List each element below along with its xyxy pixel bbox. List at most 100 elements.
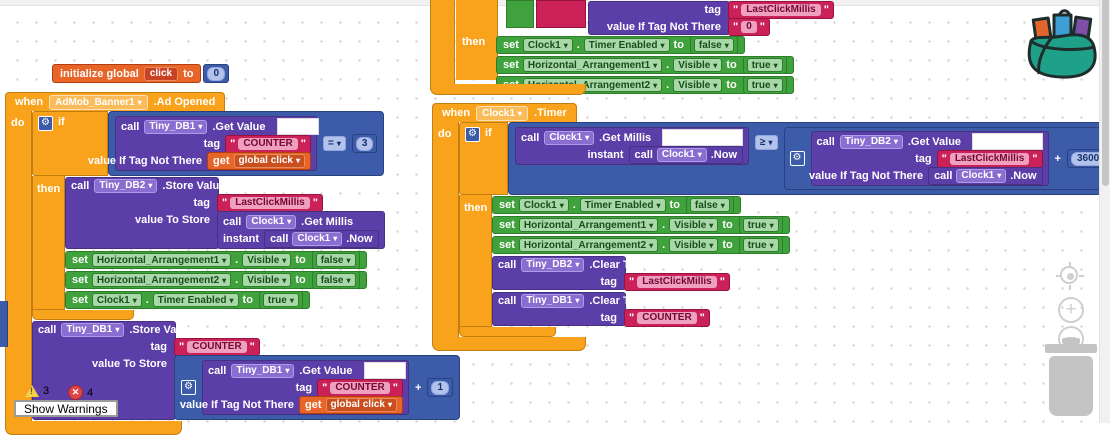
component-dropdown[interactable]: Clock1 xyxy=(246,214,297,229)
error-counter[interactable]: ✕ 4 xyxy=(68,385,93,400)
component-dropdown[interactable]: Clock1 xyxy=(956,168,1007,183)
when-clock1-timer-block[interactable]: when Clock1 .Timer do if call Cl xyxy=(432,103,1112,351)
variable-dropdown[interactable]: global click xyxy=(325,397,397,412)
call-clock1-now-block[interactable]: call Clock1 .Now xyxy=(928,166,1043,185)
call-tinydb1-getvalue-block[interactable]: call Tiny_DB1 .Get Value tag " COUNTER xyxy=(180,360,409,415)
vertical-scrollbar-track[interactable] xyxy=(1099,0,1110,423)
call-clock1-getmillis-block[interactable]: call Clock1 .Get Millis instant call xyxy=(217,211,385,249)
operator-dropdown[interactable]: = xyxy=(323,136,346,151)
text-value[interactable]: 0 xyxy=(741,20,757,33)
show-warnings-button[interactable]: Show Warnings xyxy=(14,400,118,417)
text-value[interactable]: LastClickMillis xyxy=(230,196,310,209)
set-visible-block[interactable]: set Horizontal_Arrangement1 . Visible to… xyxy=(496,56,794,74)
component-dropdown[interactable]: Clock1 xyxy=(292,231,343,246)
empty-socket[interactable] xyxy=(276,118,319,135)
backpack-icon[interactable] xyxy=(1022,4,1104,91)
trash-icon[interactable] xyxy=(1049,356,1093,416)
logic-value[interactable]: true xyxy=(746,78,783,92)
text-value[interactable]: COUNTER xyxy=(238,137,298,150)
call-tinydb1-cleartag-block[interactable]: call Tiny_DB1 .Clear Tag tag " COUNTER " xyxy=(492,292,710,327)
component-dropdown[interactable]: Clock1 xyxy=(656,147,707,162)
mutator-gear-icon[interactable] xyxy=(181,380,196,395)
logic-block[interactable]: true xyxy=(738,236,783,254)
text-value[interactable]: LastClickMillis xyxy=(949,152,1030,165)
event-header[interactable]: when Clock1 .Timer xyxy=(432,103,577,122)
component-dropdown[interactable]: Tiny_DB2 xyxy=(521,257,585,272)
component-dropdown[interactable]: Horizontal_Arrangement2 xyxy=(518,238,659,252)
variable-dropdown[interactable]: global click xyxy=(233,153,305,168)
component-dropdown[interactable]: Clock1 xyxy=(544,130,595,145)
number-value[interactable]: 0 xyxy=(207,66,226,81)
warning-counter[interactable]: 3 xyxy=(25,385,49,397)
mutator-gear-icon[interactable] xyxy=(465,127,480,142)
call-clock1-now-block[interactable]: call Clock1 .Now xyxy=(264,229,379,248)
property-dropdown[interactable]: Visible xyxy=(242,273,292,287)
number-block[interactable]: 0 xyxy=(203,64,230,83)
text-block[interactable]: " COUNTER " xyxy=(225,134,311,153)
mutator-gear-icon[interactable] xyxy=(789,151,805,166)
gte-comparison-block[interactable]: call Clock1 .Get Millis instant call Clo… xyxy=(508,122,1112,195)
component-dropdown[interactable]: Clock1 xyxy=(522,38,573,52)
text-block[interactable]: " COUNTER " xyxy=(174,337,260,356)
component-dropdown[interactable]: Horizontal_Arrangement1 xyxy=(91,253,232,267)
text-value[interactable]: LastClickMillis xyxy=(741,3,821,16)
set-visible-block[interactable]: set Horizontal_Arrangement2 . Visible to… xyxy=(492,236,790,254)
component-dropdown[interactable]: Tiny_DB1 xyxy=(231,363,295,378)
number-value[interactable]: 3 xyxy=(355,136,374,151)
logic-block[interactable]: false xyxy=(685,196,734,214)
call-tinydb1-getvalue-block[interactable]: call Tiny_DB1 .Get Value tag " COUNTER xyxy=(88,116,319,171)
call-tinydb2-storevalue-block[interactable]: call Tiny_DB2 .Store Value tag " LastCli… xyxy=(65,177,385,249)
logic-block[interactable]: true xyxy=(258,291,303,309)
partially-visible-event-block[interactable]: then tag " LastClickMillis " value If Ta… xyxy=(430,0,1030,96)
set-visible-block[interactable]: set Horizontal_Arrangement2 . Visible to… xyxy=(65,271,367,289)
call-tinydb2-cleartag-block[interactable]: call Tiny_DB2 .Clear Tag tag " LastClick… xyxy=(492,256,730,291)
property-dropdown[interactable]: Visible xyxy=(673,58,723,72)
text-value[interactable]: COUNTER xyxy=(187,340,247,353)
component-dropdown[interactable]: Horizontal_Arrangement2 xyxy=(91,273,232,287)
logic-value[interactable]: true xyxy=(742,218,779,232)
event-header[interactable]: when AdMob_Banner1 .Ad Opened xyxy=(5,92,226,111)
vertical-scrollbar-thumb[interactable] xyxy=(1101,0,1109,186)
text-block[interactable]: " LastClickMillis " xyxy=(624,272,730,291)
text-block[interactable]: " 0 " xyxy=(728,17,770,36)
component-dropdown[interactable]: Horizontal_Arrangement1 xyxy=(518,218,659,232)
set-timer-enabled-block[interactable]: set Clock1 . Timer Enabled to false xyxy=(492,196,741,214)
partial-offscreen-block[interactable] xyxy=(0,301,8,347)
component-dropdown[interactable]: Tiny_DB1 xyxy=(61,322,125,337)
partial-text-block[interactable] xyxy=(536,0,586,28)
get-global-click-block[interactable]: get global click xyxy=(207,151,311,170)
text-block[interactable]: " LastClickMillis " xyxy=(217,193,323,212)
property-dropdown[interactable]: Visible xyxy=(242,253,292,267)
component-dropdown[interactable]: Tiny_DB1 xyxy=(521,293,585,308)
when-admob-ad-opened-block[interactable]: when AdMob_Banner1 .Ad Opened do if call xyxy=(5,92,460,435)
zoom-in-button[interactable]: + xyxy=(1058,297,1084,323)
if-block[interactable]: if call Clock1 .Get Millis i xyxy=(459,122,1112,337)
component-dropdown[interactable]: AdMob_Banner1 xyxy=(49,94,148,110)
property-dropdown[interactable]: Visible xyxy=(673,78,723,92)
call-tinydb2-getvalue-block[interactable]: call Tiny_DB2 .Get Value tag " Las xyxy=(809,131,1049,186)
trash-icon[interactable] xyxy=(1062,338,1080,344)
logic-value[interactable]: true xyxy=(262,293,299,307)
equals-comparison-block[interactable]: call Tiny_DB1 .Get Value tag " COUNTER xyxy=(88,111,385,176)
set-timer-enabled-block[interactable]: set Clock1 . Timer Enabled to false xyxy=(496,36,745,54)
logic-value[interactable]: false xyxy=(315,253,356,267)
text-value[interactable]: COUNTER xyxy=(330,381,390,394)
global-variable-name[interactable]: click xyxy=(143,66,179,81)
get-global-click-block[interactable]: get global click xyxy=(299,395,403,414)
logic-value[interactable]: false xyxy=(315,273,356,287)
logic-block[interactable]: false xyxy=(311,271,360,289)
operator-dropdown[interactable]: ≥ xyxy=(755,135,778,150)
number-block[interactable]: 3 xyxy=(351,134,378,153)
property-dropdown[interactable]: Visible xyxy=(669,218,719,232)
text-value[interactable]: COUNTER xyxy=(637,311,697,324)
property-dropdown[interactable]: Timer Enabled xyxy=(152,293,239,307)
text-block[interactable]: " COUNTER " xyxy=(624,308,710,327)
set-timer-enabled-block[interactable]: set Clock1 . Timer Enabled to true xyxy=(65,291,310,309)
logic-block[interactable]: false xyxy=(311,251,360,269)
component-dropdown[interactable]: Tiny_DB1 xyxy=(144,119,208,134)
text-block[interactable]: " LastClickMillis " xyxy=(728,0,834,19)
plus-block[interactable]: call Tiny_DB2 .Get Value tag " Las xyxy=(783,127,1112,190)
partial-green-block[interactable] xyxy=(506,0,534,28)
center-view-button[interactable] xyxy=(1056,262,1084,290)
set-visible-block[interactable]: set Horizontal_Arrangement1 . Visible to… xyxy=(65,251,367,269)
